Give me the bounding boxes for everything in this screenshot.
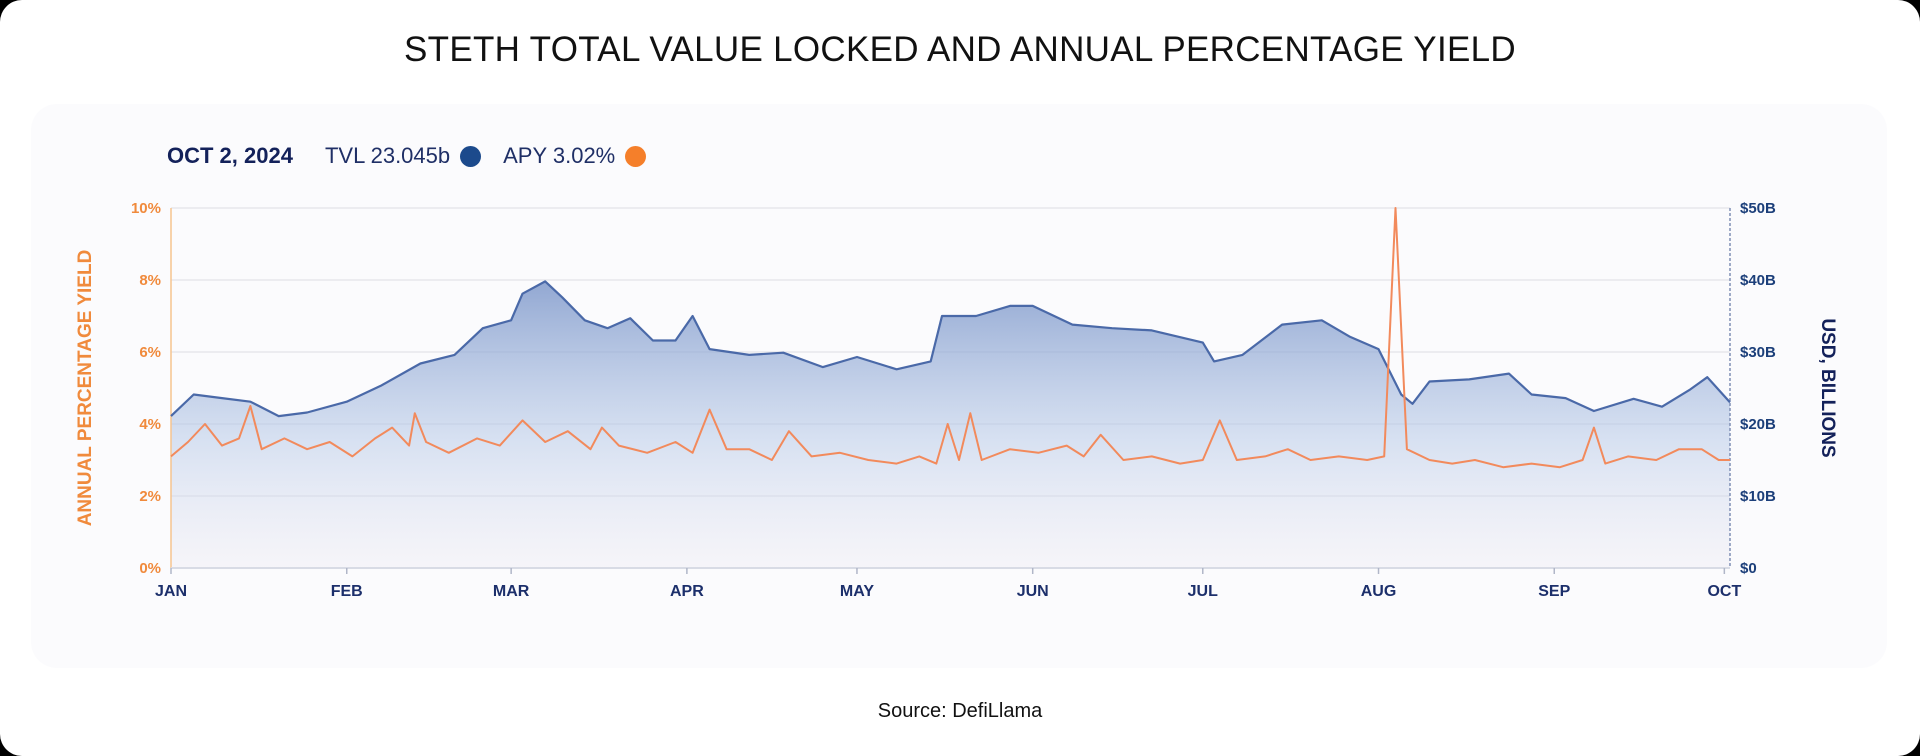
tvl-dot-icon <box>460 145 482 167</box>
y-left-tick-label: 8% <box>139 272 161 289</box>
y-left-label: ANNUAL PERCENTAGE YIELD <box>75 250 96 527</box>
x-tick-label: JUN <box>1017 583 1049 600</box>
y-right-label: USD, BILLIONS <box>1817 318 1838 457</box>
y-right-tick-label: $50B <box>1740 200 1776 217</box>
legend-tvl: TVL 23.045b <box>324 143 451 168</box>
y-left-tick-label: 6% <box>139 344 161 361</box>
apy-line <box>170 207 1730 469</box>
y-left-tick-label: 4% <box>139 416 161 433</box>
apy-dot-icon <box>625 145 647 167</box>
x-tick-label: MAR <box>493 583 530 600</box>
x-tick-label: AUG <box>1361 583 1397 600</box>
y-right-tick-label: $20B <box>1740 416 1776 433</box>
x-tick-label: JUL <box>1188 583 1218 600</box>
y-right-tick-label: $30B <box>1740 344 1776 361</box>
y-left-tick-label: 10% <box>131 200 161 217</box>
x-tick-label: SEP <box>1538 583 1570 600</box>
y-right-tick-label: $0 <box>1740 560 1757 577</box>
chart-title: STETH TOTAL VALUE LOCKED AND ANNUAL PERC… <box>404 30 1516 69</box>
x-tick-label: FEB <box>331 583 363 600</box>
legend-apy: APY 3.02% <box>503 143 616 168</box>
x-tick-label: APR <box>670 583 704 600</box>
y-left-tick-label: 2% <box>139 488 161 505</box>
y-right-tick-label: $10B <box>1740 488 1776 505</box>
legend-date: OCT 2, 2024 <box>167 143 293 168</box>
tvl-area <box>171 281 1730 568</box>
x-tick-label: MAY <box>840 583 874 600</box>
y-right-tick-label: $40B <box>1740 272 1776 289</box>
source-note: Source: DefiLlama <box>877 700 1043 722</box>
y-left-tick-label: 0% <box>139 560 161 577</box>
tvl-line <box>170 280 1731 418</box>
x-tick-label: JAN <box>155 583 187 600</box>
chart-legend: OCT 2, 2024 TVL 23.045b APY 3.02% <box>167 143 668 169</box>
x-tick-label: OCT <box>1707 583 1741 600</box>
